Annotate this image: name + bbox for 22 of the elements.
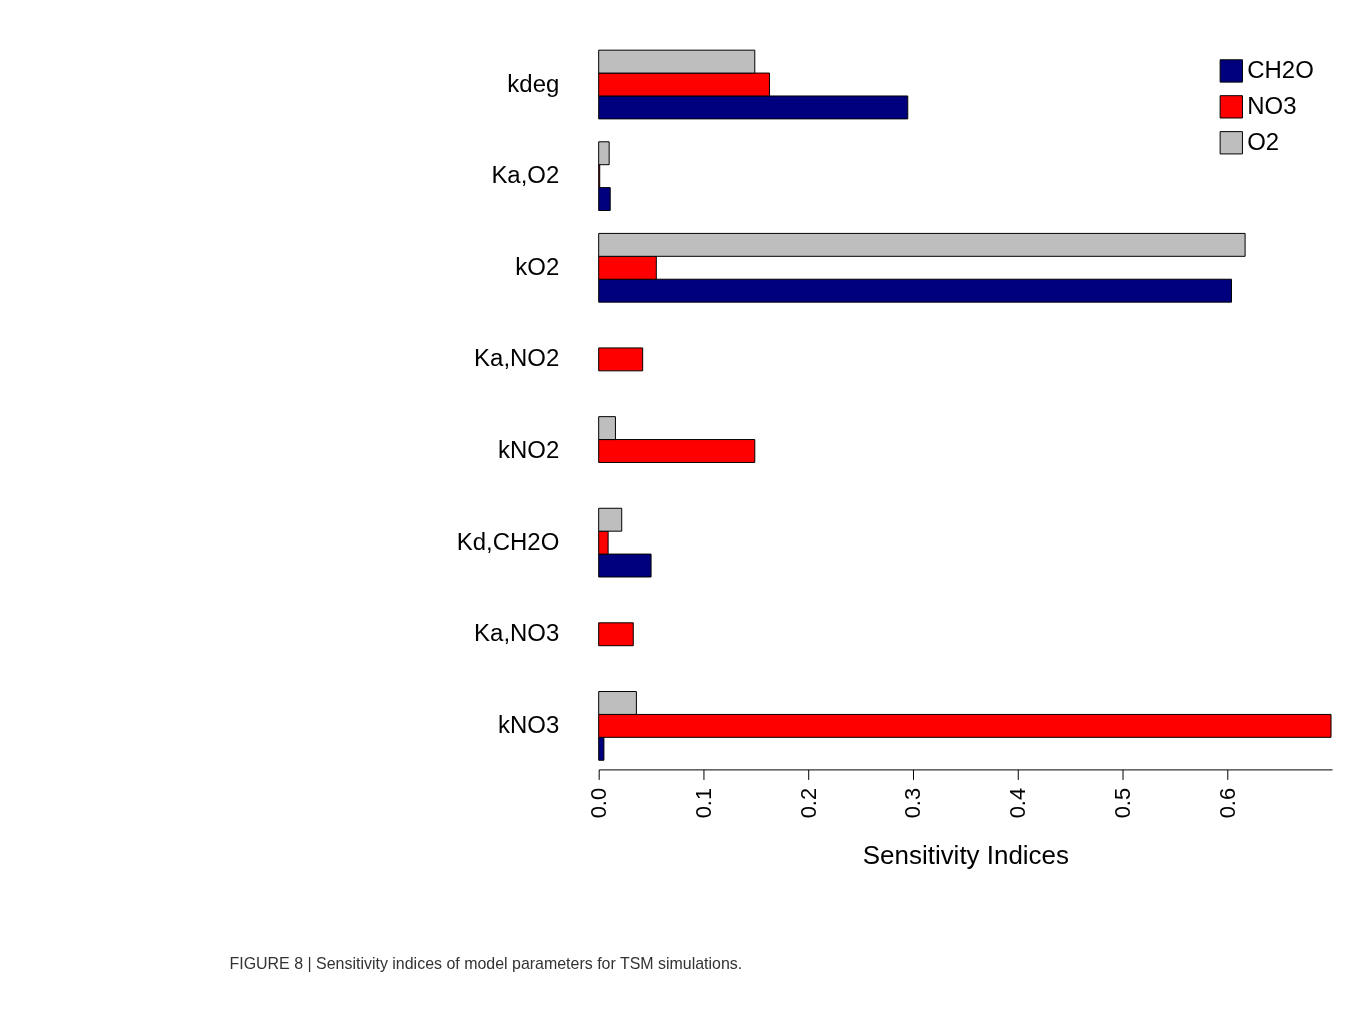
y-tick-label: kNO3 [498,710,560,738]
y-tick-label: Ka,NO3 [474,619,560,647]
y-tick-label: kO2 [515,252,560,280]
x-tick-label: 0.6 [1214,787,1240,819]
x-tick-label: 0.4 [1005,787,1031,819]
y-tick-label: kNO2 [498,436,560,463]
y-tick-label: Ka,NO2 [474,344,560,372]
bar [598,622,634,647]
x-tick-label: 0.5 [1110,787,1136,819]
x-tick-label: 0.2 [795,787,821,819]
x-tick-label: 0.1 [690,787,716,819]
y-tick-label: Ka,O2 [491,161,560,189]
y-tick-label: kdeg [507,69,560,97]
x-tick-label: 0.3 [900,787,926,819]
caption: FIGURE 8 | Sensitivity indices of model parameters for TSM simulations. [229,954,743,972]
y-tick-label: Kd,CH2O [456,527,560,555]
legend-label: CH2O [1247,55,1314,83]
legend-label: NO3 [1247,91,1297,119]
x-tick-label: 0.0 [586,787,612,819]
legend-label: O2 [1247,127,1280,155]
x-axis-title: Sensitivity Indices [862,841,1069,870]
bar [598,347,644,372]
